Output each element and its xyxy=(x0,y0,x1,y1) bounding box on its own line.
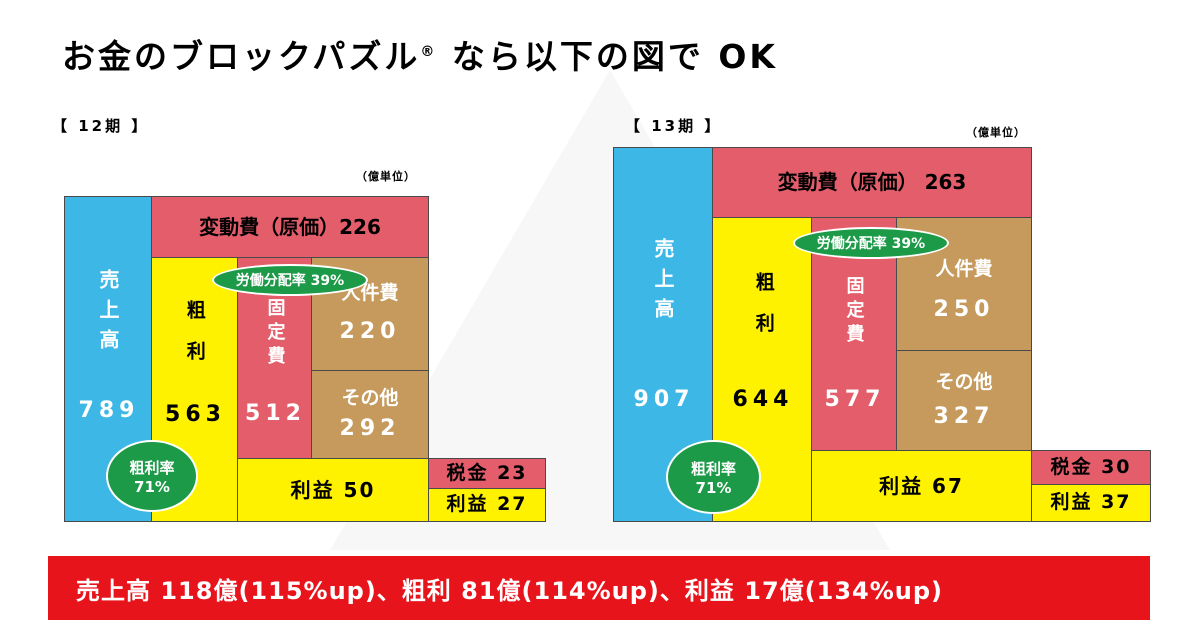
period-label-13: 【 13期 】 xyxy=(625,117,723,135)
net-profit-label-12: 利益 27 xyxy=(446,493,528,516)
labor-share-badge-13: 労働分配率 39% xyxy=(793,227,949,259)
gross-rate-label-13: 粗利率 xyxy=(690,459,736,478)
net-profit-label-13: 利益 37 xyxy=(1050,491,1132,514)
labor-share-text-12: 労働分配率 39% xyxy=(235,273,345,289)
fixed-cost-label-13: 固定費 xyxy=(843,276,865,348)
sales-value-13: 907 xyxy=(633,387,695,412)
variable-cost-label-12: 変動費（原価）226 xyxy=(199,214,381,239)
fixed-cost-value-13: 577 xyxy=(824,387,886,412)
gross-label-12: 粗利 xyxy=(183,300,206,382)
summary-banner: 売上高 118億(115%up)、粗利 81億(114%up)、利益 17億(1… xyxy=(48,556,1150,620)
tax-block-13: 税金 30 xyxy=(1031,450,1151,485)
profit-block-13: 利益 67 xyxy=(811,450,1032,522)
other-expense-label-13: その他 xyxy=(935,370,993,393)
sales-label-12: 売上高 xyxy=(96,269,120,359)
registered-mark: ® xyxy=(420,44,438,60)
tax-block-12: 税金 23 xyxy=(428,458,546,489)
labor-share-badge-12: 労働分配率 39% xyxy=(212,264,368,296)
other-expense-block-13: その他 327 xyxy=(896,350,1032,451)
sales-value-12: 789 xyxy=(78,398,140,423)
tax-label-12: 税金 23 xyxy=(446,461,528,484)
other-expense-label-12: その他 xyxy=(341,386,399,409)
fixed-cost-value-12: 512 xyxy=(245,401,306,426)
gross-rate-badge-13: 粗利率 71% xyxy=(666,440,761,514)
other-expense-block-12: その他 292 xyxy=(311,370,429,459)
net-profit-block-13: 利益 37 xyxy=(1031,484,1151,522)
fixed-cost-label-12: 固定費 xyxy=(264,298,286,370)
gross-value-13: 644 xyxy=(732,387,794,412)
personnel-label-13: 人件費 xyxy=(935,258,993,281)
page-title: お金のブロックパズル® なら以下の図で OK xyxy=(62,37,778,76)
sales-block-12: 売上高 789 xyxy=(64,196,152,522)
other-expense-value-13: 327 xyxy=(933,403,995,429)
tax-label-13: 税金 30 xyxy=(1050,455,1132,478)
gross-rate-value-13: 71% xyxy=(695,478,732,497)
gross-block-12: 粗利 563 xyxy=(151,257,238,522)
labor-share-text-13: 労働分配率 39% xyxy=(816,236,926,252)
summary-text: 売上高 118億(115%up)、粗利 81億(114%up)、利益 17億(1… xyxy=(76,576,944,605)
other-expense-value-12: 292 xyxy=(339,415,401,441)
net-profit-block-12: 利益 27 xyxy=(428,488,546,522)
unit-label-12: （億単位） xyxy=(356,170,416,183)
variable-cost-label-13: 変動費（原価） 263 xyxy=(777,170,967,194)
gross-rate-label-12: 粗利率 xyxy=(129,458,175,477)
profit-block-12: 利益 50 xyxy=(237,458,429,522)
variable-cost-block-12: 変動費（原価）226 xyxy=(151,196,429,258)
sales-label-13: 売上高 xyxy=(651,238,675,328)
period-label-12: 【 12期 】 xyxy=(52,117,150,135)
profit-label-13: 利益 67 xyxy=(879,473,964,498)
personnel-value-13: 250 xyxy=(933,297,995,323)
gross-rate-badge-12: 粗利率 71% xyxy=(106,440,198,512)
profit-label-12: 利益 50 xyxy=(290,477,376,502)
gross-label-13: 粗利 xyxy=(752,272,775,354)
personnel-value-12: 220 xyxy=(339,319,401,345)
variable-cost-block-13: 変動費（原価） 263 xyxy=(712,147,1032,218)
gross-rate-value-12: 71% xyxy=(134,477,170,496)
unit-label-13: （億単位） xyxy=(966,126,1026,139)
gross-value-12: 563 xyxy=(165,402,226,427)
